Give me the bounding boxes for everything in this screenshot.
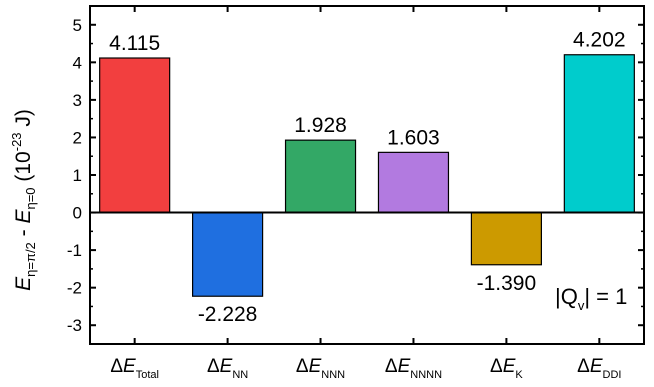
bar-nnnn <box>377 151 450 214</box>
value-label-ddi: 4.202 <box>573 29 626 52</box>
y-tick-label: 3 <box>73 91 82 110</box>
y-tick-label: 0 <box>73 204 82 223</box>
bar-total <box>99 57 171 214</box>
y-tick-label: -3 <box>67 316 82 335</box>
y-tick-label: 2 <box>73 128 82 147</box>
category-label-k: ΔEK <box>490 356 523 381</box>
y-axis-label: Eη=π/2 - Eη=0 (10-23 J) <box>9 109 38 291</box>
value-label-nnnn: 1.603 <box>387 126 440 149</box>
y-tick-label: -1 <box>67 241 82 260</box>
category-label-nn: ΔENN <box>207 356 248 381</box>
qv-annotation: |Qv| = 1 <box>555 284 627 313</box>
value-label-nn: -2.228 <box>198 303 258 326</box>
category-label-ddi: ΔEDDI <box>577 356 621 381</box>
value-labels: 4.115 -2.228 1.928 1.603 -1.390 4.202 <box>109 29 625 326</box>
value-label-total: 4.115 <box>109 32 160 55</box>
category-label-nnn: ΔENNN <box>296 356 345 381</box>
value-label-nnn: 1.928 <box>294 114 347 137</box>
category-labels: ΔETotal ΔENN ΔENNN ΔENNNN ΔEK ΔEDDI <box>110 356 621 381</box>
value-label-k: -1.390 <box>477 272 537 295</box>
y-tick-label: 4 <box>73 53 82 72</box>
category-label-total: ΔETotal <box>110 356 159 381</box>
bar-ddi <box>563 54 635 214</box>
y-tick-label: 5 <box>73 16 82 35</box>
y-tick-label: -2 <box>67 279 82 298</box>
category-label-nnnn: ΔENNNN <box>385 356 442 381</box>
plot-frame <box>89 5 645 345</box>
bar-nnn <box>284 139 357 214</box>
bar-k <box>470 211 542 266</box>
y-tick-label: 1 <box>73 166 82 185</box>
bar-nn <box>192 211 264 297</box>
bars <box>99 54 635 297</box>
